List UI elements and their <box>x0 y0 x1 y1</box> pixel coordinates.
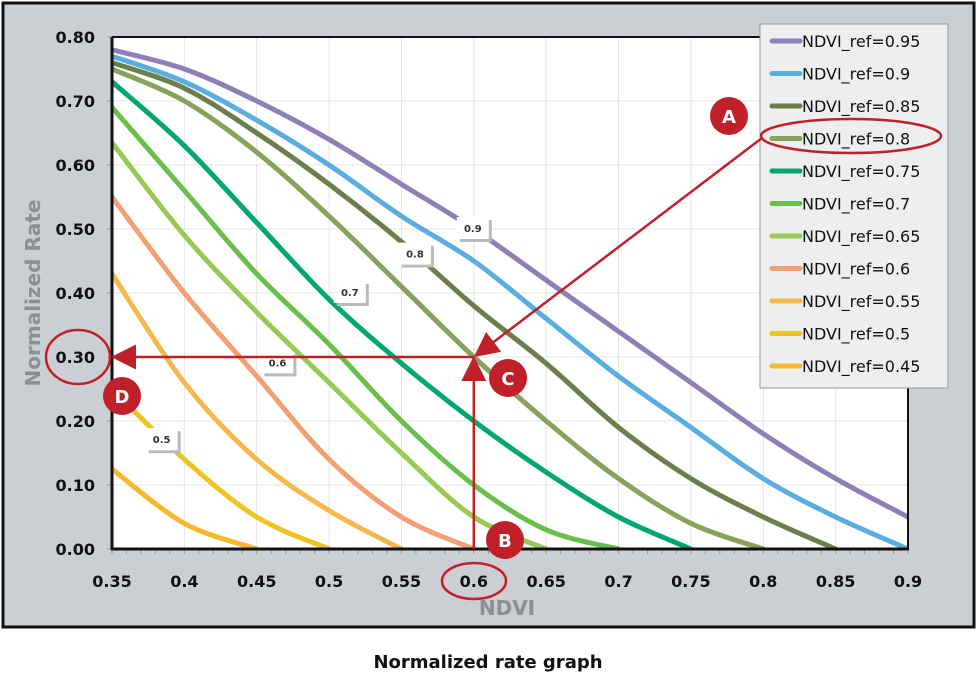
legend-label: NDVI_ref=0.9 <box>802 65 910 85</box>
x-tick-label: 0.9 <box>894 572 922 591</box>
series-line <box>112 140 549 549</box>
annotation-badge-a <box>710 97 748 135</box>
curve-labels: 0.9 0.8 0.7 0.6 0.5 <box>145 217 492 454</box>
series-line <box>112 79 694 549</box>
annotation-badge-b <box>486 521 524 559</box>
legend-label: NDVI_ref=0.45 <box>802 357 920 377</box>
annotation-letter: C <box>501 369 514 390</box>
annotation-badge-d <box>103 377 141 415</box>
legend-label: NDVI_ref=0.75 <box>802 162 920 182</box>
y-tick-label: 0.20 <box>56 412 95 431</box>
legend-label: NDVI_ref=0.95 <box>802 32 920 52</box>
x-tick-label: 0.65 <box>526 572 565 591</box>
y-tick-label: 0.80 <box>56 28 95 47</box>
curve-label-box <box>333 281 366 303</box>
x-tick-label: 0.4 <box>170 572 198 591</box>
legend-label: NDVI_ref=0.55 <box>802 292 920 312</box>
x-tick-labels: 0.35 0.4 0.45 0.5 0.55 0.6 0.65 0.7 0.75 0.8 0.85 0… <box>92 572 922 591</box>
x-tick-label: 0.8 <box>749 572 777 591</box>
y-tick-label: 0.60 <box>56 156 95 175</box>
x-tick-label: 0.35 <box>92 572 131 591</box>
arrow-a-to-c <box>473 137 763 358</box>
x-tick-label: 0.6 <box>460 572 488 591</box>
curve-label-box <box>456 217 489 239</box>
annotation-badge-c <box>489 359 527 397</box>
y-tick-label: 0.70 <box>56 92 95 111</box>
legend-label: NDVI_ref=0.65 <box>802 227 920 247</box>
x-tick-label: 0.55 <box>382 572 421 591</box>
legend: NDVI_ref=0.95 NDVI_ref=0.9 NDVI_ref=0.85 ND… <box>759 23 949 389</box>
legend-label: NDVI_ref=0.5 <box>802 325 910 345</box>
x-tick-label: 0.75 <box>671 572 710 591</box>
legend-label: NDVI_ref=0.85 <box>802 97 920 117</box>
series-curves <box>112 47 908 549</box>
y-tick-label: 0.00 <box>56 540 95 559</box>
curve-label-box <box>398 242 431 265</box>
y-axis-title: Normalized Rate <box>21 200 45 387</box>
series-line <box>112 66 766 549</box>
highlight-y-tick-ellipse <box>44 328 112 386</box>
series-line <box>112 104 622 549</box>
annotations: A B C D <box>44 97 943 601</box>
series-line <box>112 271 404 549</box>
legend-label: NDVI_ref=0.7 <box>802 195 910 215</box>
curve-label: 0.8 <box>406 250 424 261</box>
curve-label: 0.7 <box>341 288 359 299</box>
curve-label: 0.9 <box>464 224 482 235</box>
curve-label-box <box>145 428 178 451</box>
y-tick-label: 0.40 <box>56 284 95 303</box>
x-tick-label: 0.7 <box>604 572 632 591</box>
annotation-letter: D <box>115 387 130 408</box>
x-tick-label: 0.5 <box>315 572 343 591</box>
x-axis-title: NDVI <box>479 596 535 620</box>
x-tick-label: 0.85 <box>816 572 855 591</box>
curve-label: 0.5 <box>153 435 171 446</box>
series-line <box>112 60 839 549</box>
y-tick-label: 0.10 <box>56 476 95 495</box>
highlight-x-tick-ellipse <box>440 561 508 601</box>
series-line <box>112 466 260 549</box>
legend-label: NDVI_ref=0.8 <box>802 130 910 150</box>
series-line <box>112 47 908 520</box>
highlight-legend-ellipse <box>759 117 943 155</box>
annotation-letter: A <box>722 107 736 128</box>
legend-label: NDVI_ref=0.6 <box>802 260 910 280</box>
figure-caption: Normalized rate graph <box>373 652 602 673</box>
x-tick-label: 0.45 <box>237 572 276 591</box>
series-line <box>112 386 332 549</box>
series-line <box>112 53 908 549</box>
series-line <box>112 194 477 549</box>
curve-label: 0.6 <box>269 358 287 369</box>
y-tick-labels: 0.00 0.10 0.20 0.30 0.40 0.50 0.60 0.70 0.80 <box>56 28 95 559</box>
annotation-letter: B <box>498 531 512 552</box>
y-tick-label: 0.50 <box>56 220 95 239</box>
y-tick-label: 0.30 <box>56 348 95 367</box>
